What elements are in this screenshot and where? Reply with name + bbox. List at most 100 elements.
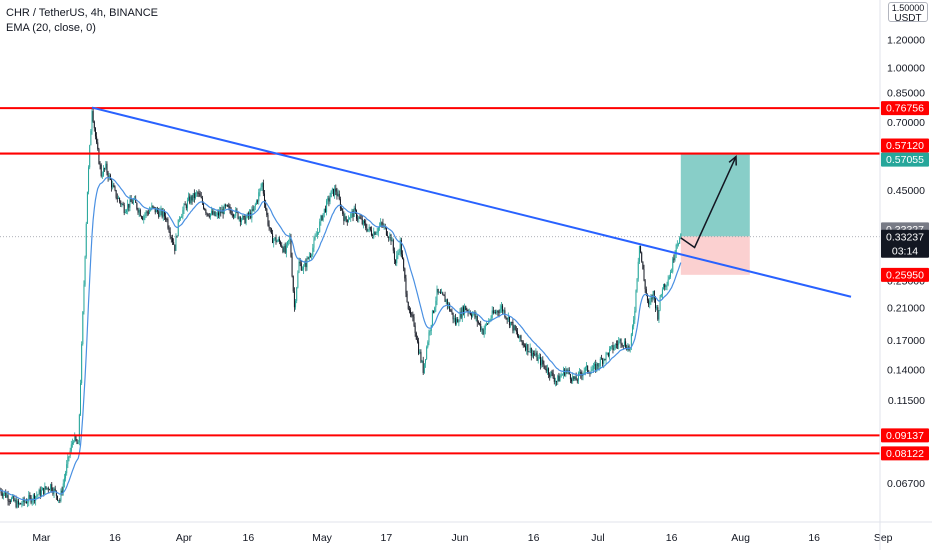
candle-body	[198, 193, 200, 194]
candle-body	[653, 290, 655, 299]
candle-body	[561, 374, 563, 376]
price-label: 0.08122	[881, 446, 929, 461]
candle-body	[98, 148, 100, 164]
candle-body	[618, 341, 620, 345]
candle-body	[584, 367, 586, 371]
candle-body	[576, 380, 578, 382]
candle-body	[607, 352, 609, 356]
candle-body	[606, 352, 608, 354]
candle-body	[59, 499, 61, 501]
candle-body	[288, 239, 290, 242]
candle-body	[522, 342, 524, 346]
candle-body	[422, 360, 424, 373]
profit-zone	[680, 153, 750, 237]
candle-body	[632, 326, 633, 335]
candle-body	[16, 500, 18, 508]
candle-body	[403, 259, 405, 269]
candle-body	[429, 330, 431, 333]
currency-button[interactable]: 1.50000 USDT	[888, 2, 928, 24]
drawn-lines	[0, 106, 880, 455]
symbol-title[interactable]: CHR / TetherUS, 4h, BINANCE	[6, 7, 159, 19]
candle-body	[642, 261, 644, 270]
indicator-label[interactable]: EMA (20, close, 0)	[6, 22, 96, 34]
candle-body	[641, 252, 643, 262]
candle-body	[231, 214, 233, 216]
candle-body	[191, 196, 193, 201]
candle-body	[541, 359, 543, 366]
candle-body	[303, 266, 305, 270]
y-tick-label: 0.11500	[888, 395, 925, 407]
candle-body	[289, 236, 291, 240]
candle-body	[630, 334, 632, 348]
candle-body	[367, 229, 369, 232]
candle-body	[129, 199, 131, 208]
candle-body	[274, 237, 276, 240]
candle-body	[669, 272, 671, 277]
candle-body	[55, 490, 57, 496]
candle-body	[117, 198, 119, 199]
candle-body	[308, 256, 310, 259]
candle-body	[526, 344, 528, 351]
price-label-bg	[881, 152, 929, 167]
y-tick-label: 0.85000	[887, 87, 925, 99]
y-tick-label: 0.45000	[887, 185, 925, 197]
candle-body	[515, 330, 517, 332]
candle-body	[586, 365, 587, 368]
candle-body	[310, 256, 311, 257]
candle-body	[580, 372, 582, 375]
candle-body	[450, 310, 452, 312]
candle-body	[491, 310, 493, 318]
candle-body	[512, 322, 514, 331]
candle-body	[15, 499, 17, 508]
candle-body	[8, 500, 10, 502]
candle-body	[255, 200, 257, 205]
candle-body	[599, 358, 601, 366]
candle-body	[672, 258, 674, 272]
y-tick-label: 0.06700	[887, 478, 925, 490]
candle-body	[489, 320, 491, 321]
candle-body	[667, 279, 669, 285]
candle-body	[27, 502, 29, 504]
candle-body	[464, 305, 466, 314]
candle-body	[216, 212, 218, 215]
candle-body	[619, 339, 621, 342]
candle-body	[54, 488, 56, 491]
candle-body	[465, 305, 467, 311]
candle-body	[107, 172, 109, 178]
candle-body	[147, 212, 149, 214]
candle-body	[487, 323, 489, 325]
candle-body	[523, 345, 525, 347]
candle-body	[328, 198, 330, 202]
candle-body	[534, 354, 536, 356]
candle-body	[339, 199, 341, 209]
candle-body	[220, 210, 222, 214]
candle-body	[535, 352, 537, 356]
candle-body	[331, 188, 333, 191]
candle-body	[185, 205, 187, 209]
candle-body	[665, 285, 667, 288]
candle-body	[425, 359, 426, 364]
candle-body	[116, 197, 118, 199]
candle-body	[423, 363, 425, 373]
candle-body	[459, 311, 461, 322]
y-tick-label: 0.21000	[887, 302, 925, 314]
candle-body	[567, 369, 569, 371]
time-axis[interactable]: Mar 16 Apr 16 May 17 Jun 16 Jul 16 Aug 16 Sep	[0, 521, 932, 544]
candle-body	[571, 379, 573, 382]
candle-body	[323, 208, 325, 214]
candle-body	[435, 300, 437, 308]
candle-body	[572, 376, 574, 382]
x-tick-label: May	[312, 532, 333, 544]
candle-body	[275, 237, 277, 243]
price-axis[interactable]: 1.200001.000000.850000.700000.450000.250…	[879, 0, 925, 550]
candle-body	[333, 188, 334, 196]
candle-body	[390, 234, 392, 242]
candle-body	[544, 365, 546, 370]
candle-body	[419, 351, 421, 354]
currency-code: USDT	[894, 13, 922, 24]
candle-body	[305, 262, 307, 268]
candle-body	[636, 278, 638, 291]
candle-body	[497, 310, 499, 313]
candle-body	[343, 214, 345, 222]
